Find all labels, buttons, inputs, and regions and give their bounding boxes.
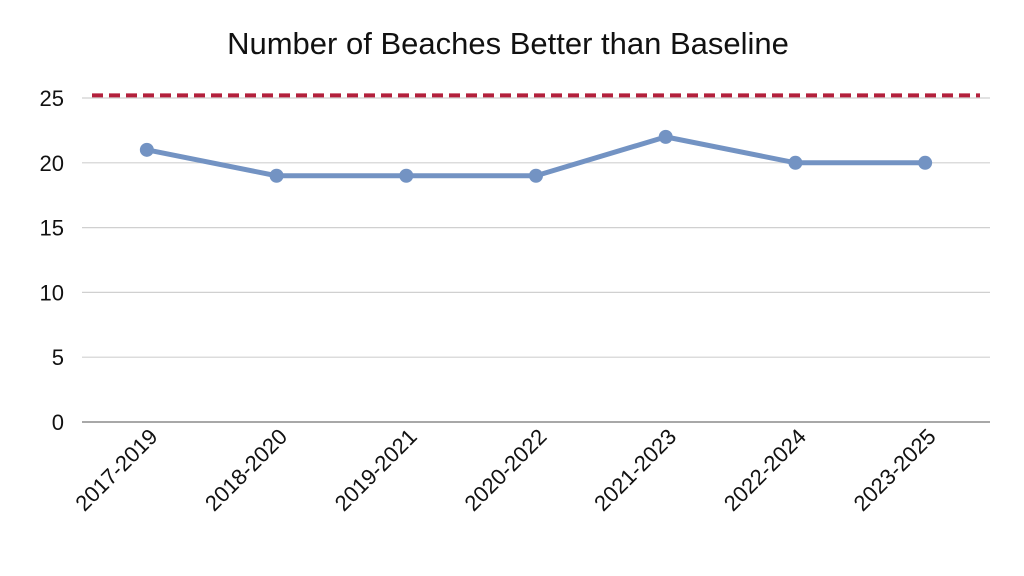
data-point [658,129,673,144]
x-tick-label: 2017-2019 [70,424,162,516]
x-tick-label: 2023-2025 [849,424,941,516]
x-tick-label: 2018-2020 [200,424,292,516]
y-tick-label: 25 [40,86,64,111]
data-point [139,142,154,157]
chart-title: Number of Beaches Better than Baseline [227,26,789,61]
y-tick-label: 20 [40,151,64,176]
x-tick-label: 2021-2023 [589,424,681,516]
data-point [788,155,803,170]
x-tick-label: 2022-2024 [719,424,811,516]
y-tick-label: 0 [52,410,64,435]
y-tick-label: 5 [52,345,64,370]
y-tick-label: 10 [40,280,64,305]
data-point [269,168,284,183]
data-point [399,168,414,183]
data-point [529,168,543,183]
x-tick-label: 2020-2022 [459,424,551,516]
x-tick-label: 2019-2021 [330,424,422,516]
y-tick-label: 15 [40,216,64,241]
data-point [918,155,933,170]
